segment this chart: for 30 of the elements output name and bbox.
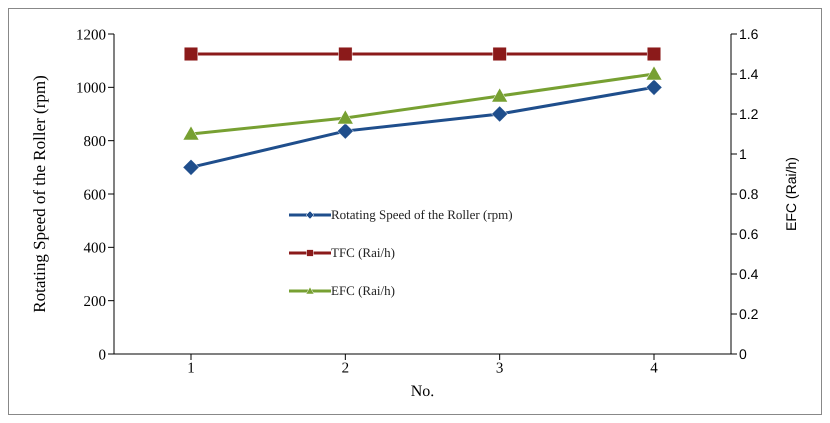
y2-tick-label: 1 — [739, 146, 747, 162]
y2-tick-label: 0.4 — [739, 266, 759, 282]
y2-tick-label: 0 — [739, 346, 747, 362]
y-tick-label: 400 — [84, 240, 106, 257]
legend-label: TFC (Rai/h) — [331, 245, 395, 261]
y-tick-label: 600 — [84, 187, 106, 204]
point — [646, 79, 662, 96]
y-tick-label: 1200 — [76, 27, 106, 44]
x-tick-label: 2 — [342, 360, 350, 377]
y2-axis-title: EFC (Rai/h) — [782, 157, 799, 231]
legend-label: EFC (Rai/h) — [331, 283, 395, 299]
y2-tick-label: 0.8 — [739, 186, 759, 202]
y-axis-title: Rotating Speed of the Roller (rpm) — [30, 75, 50, 313]
y2-tick-label: 1.4 — [739, 66, 759, 82]
y-tick-label: 800 — [84, 134, 106, 150]
point — [337, 122, 354, 140]
x-tick-label: 3 — [496, 360, 504, 377]
y-tick-label: 1000 — [76, 80, 106, 97]
legend-label: Rotating Speed of the Roller (rpm) — [331, 207, 513, 223]
x-tick-label: 4 — [650, 360, 658, 377]
y2-tick-label: 0.6 — [739, 226, 759, 242]
y-tick-label: 200 — [84, 294, 106, 310]
x-axis-title: No. — [410, 383, 434, 400]
y2-tick-label: 1.2 — [739, 106, 759, 122]
x-tick-label: 1 — [187, 360, 195, 377]
y-tick-label: 0 — [98, 347, 106, 364]
point — [491, 106, 508, 122]
point — [182, 159, 200, 176]
y2-tick-label: 0.2 — [739, 306, 759, 322]
y2-tick-label: 1.6 — [739, 26, 759, 42]
